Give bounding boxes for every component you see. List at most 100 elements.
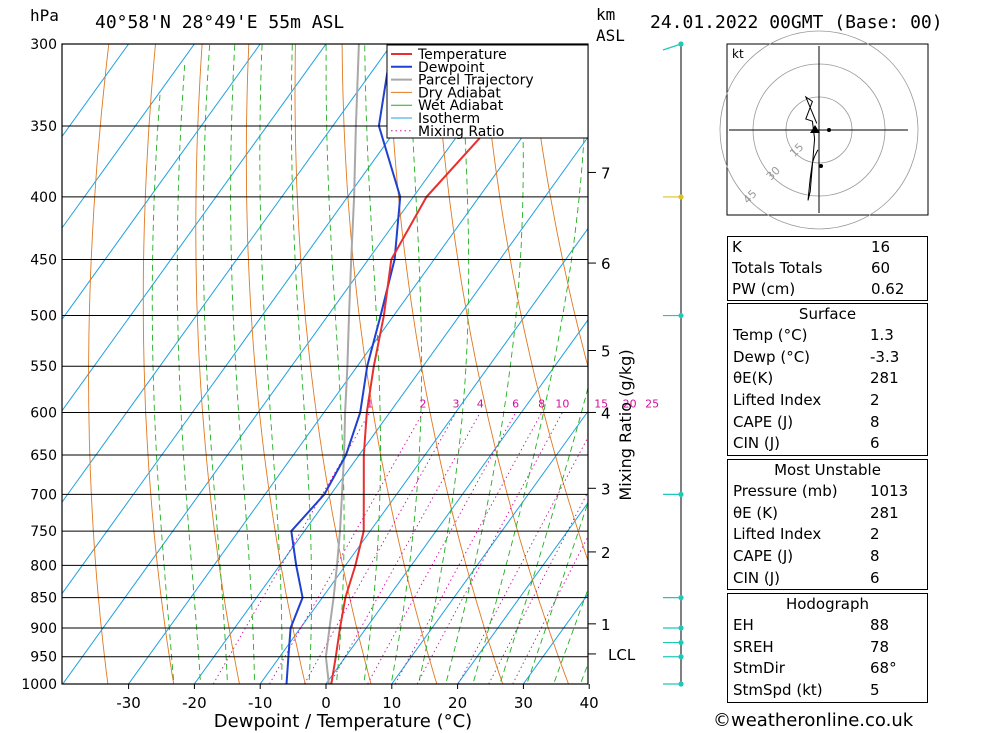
pressure-tick-label: 650 [30,448,57,464]
legend-label: Isotherm [418,111,480,127]
height-tick-label: 4 [601,404,611,422]
index-label: Lifted Index [733,525,822,544]
wet-adiabat-line [325,44,345,684]
mixing-ratio-label: 1 [366,397,373,410]
hodograph-unit-label: kt [732,47,744,61]
dry-adiabat-line [245,44,306,684]
index-label: CIN (J) [733,568,781,587]
pressure-tick-label: 850 [30,591,57,607]
index-label: CAPE (J) [733,547,794,566]
isotherm-line [62,44,196,229]
wet-adiabat-line [202,44,228,684]
dry-adiabat-line [937,7,1000,710]
mixing-ratio-line [394,412,543,684]
most-unstable-row: CAPE (J) 8 [728,546,927,568]
dry-adiabat-line [195,44,240,684]
pressure-tick-label: 900 [30,621,57,637]
wet-adiabat-line [390,44,423,684]
temperature-tick-label: 30 [514,694,533,712]
index-label: Temp (°C) [733,326,808,344]
index-value: 78 [870,637,890,656]
index-value: 1013 [870,482,909,500]
hodograph-ring [719,30,919,230]
mixing-ratio-label: 4 [477,397,484,410]
dry-adiabat-line [88,44,110,684]
most-unstable-panel: Most Unstable Pressure (mb) 1013 θE (K) 281… [727,459,928,591]
index-label: Dewp (°C) [733,347,811,366]
k-index-value: 16 [871,238,891,256]
wet-adiabat-line [363,44,381,684]
legend-box [386,44,589,139]
height-tick-label: 5 [601,343,611,361]
legend-label: Parcel Trajectory [418,73,534,89]
wet-adiabat-line [472,44,588,684]
legend-label: Dewpoint [418,60,485,76]
surface-row: Dewp (°C) -3.3 [728,347,927,369]
isotherm-line [62,44,327,412]
isotherm-line [62,44,130,138]
wet-adiabat-line [499,386,588,684]
temperature-line [330,44,558,684]
x-axis-label: Dewpoint / Temperature (°C) [214,711,472,732]
isotherm-line [62,44,393,504]
mixing-ratio-line [512,535,588,684]
isotherm-line [0,7,23,710]
hodograph-surface-dot [819,164,823,168]
surface-title: Surface [798,305,857,323]
index-label: EH [733,616,754,634]
hodograph-indices-row: StmDir 68° [728,658,927,680]
wet-adiabat-line [445,44,524,684]
temperature-tick-label: 10 [382,694,401,712]
mixing-ratio-label: 3 [452,397,459,410]
isotherm-line [391,410,588,684]
isotherm-line [325,319,588,684]
most-unstable-row: Lifted Index 2 [728,524,927,546]
index-value: 8 [870,412,880,431]
height-tick-label: 3 [601,480,611,498]
mixing-ratio-line [329,412,481,684]
most-unstable-row: CIN (J) 6 [728,568,927,590]
hodograph-indices-row: EH 88 [728,615,927,637]
datetime-title: 24.01.2022 00GMT (Base: 00) [650,12,943,33]
location-title: 40°58'N 28°49'E 55m ASL [95,12,345,33]
totals-totals-label: Totals Totals [732,259,823,277]
wet-adiabat-line [418,44,470,684]
dry-adiabat-line [528,44,588,369]
mixing-ratio-label: 2 [420,397,427,410]
mixing-ratio-label: 8 [538,397,545,410]
surface-row: Lifted Index 2 [728,390,927,412]
pressure-tick-label: 400 [30,190,57,206]
hodograph-indices-panel: Hodograph EH 88 SREH 78 StmDir 68° StmSpd (kt)… [727,593,928,703]
dewpoint-line [285,44,402,684]
mixing-ratio-axis-label: Mixing Ratio (g/kg) [616,349,635,500]
storm-motion-dot [827,128,831,132]
height-tick-label: 1 [601,616,611,634]
index-label: StmSpd (kt) [733,681,823,700]
pressure-tick-label: 750 [30,524,57,540]
index-value: 88 [870,616,890,634]
index-value: 2 [870,525,880,544]
dry-adiabat-line [341,44,438,684]
index-label: Pressure (mb) [733,482,838,500]
hodograph-indices-row: StmSpd (kt) 5 [728,680,927,702]
pressure-tick-label: 350 [30,119,57,135]
wet-adiabat-line [176,61,201,684]
wind-barb [662,43,682,51]
mixing-ratio-label: 20 [623,397,637,410]
legend-label: Dry Adiabat [418,85,501,101]
dry-adiabat-line [142,44,175,684]
mixing-ratio-line [488,490,588,684]
copyright-credit: ©weatheronline.co.uk [713,710,914,731]
wet-adiabat-line [230,44,255,684]
height-tick-label: LCL [608,646,636,664]
index-value: -3.3 [870,347,900,366]
wind-profile [662,41,684,687]
pressure-unit-label: hPa [30,6,59,25]
mixing-ratio-label: 10 [555,397,569,410]
pressure-tick-label: 950 [30,650,57,666]
index-value: 6 [870,434,880,453]
index-value: 68° [870,659,897,678]
temperature-tick-label: 40 [580,694,599,712]
